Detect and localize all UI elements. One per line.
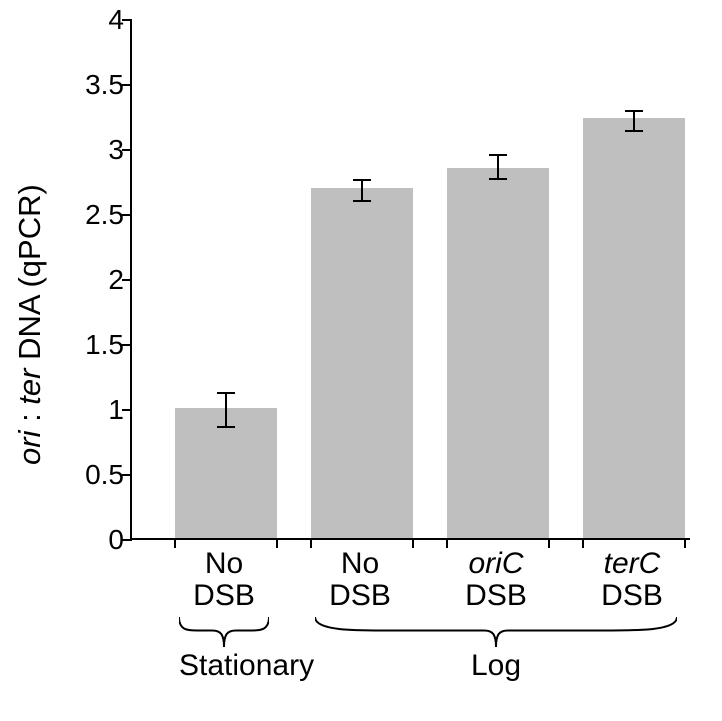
y-tick-label: 2 [70,264,124,296]
y-tick-label: 0.5 [70,459,124,491]
y-axis-label-part-ori: ori [12,431,47,465]
bar [447,168,549,539]
error-bar [497,155,499,178]
y-tick-label: 4 [70,4,124,36]
y-axis-label: ori : ter DNA (qPCR) [12,184,48,465]
x-tick [310,538,312,548]
y-axis-label-part-ter: ter [12,369,47,405]
x-category-label: oriCDSB [436,548,556,611]
x-category-label: NoDSB [164,548,284,611]
y-tick-label: 0 [70,524,124,556]
x-tick [582,538,584,548]
error-cap [353,179,371,181]
bar [583,118,685,538]
x-tick [174,538,176,548]
error-cap [625,130,643,132]
y-tick-label: 3.5 [70,69,124,101]
group-label: Log [315,649,677,683]
error-bar [225,393,227,427]
y-tick-label: 3 [70,134,124,166]
x-tick [446,538,448,548]
y-tick-label: 1.5 [70,329,124,361]
x-tick [276,538,278,548]
x-category-label: NoDSB [300,548,420,611]
error-cap [353,200,371,202]
y-tick-label: 1 [70,394,124,426]
x-category-label: terCDSB [572,548,692,611]
error-cap [489,154,507,156]
error-cap [217,426,235,428]
group-label: Stationary [179,649,269,683]
x-tick [412,538,414,548]
bar [311,188,413,538]
error-cap [625,110,643,112]
y-tick-label: 2.5 [70,199,124,231]
group-brace [179,617,269,647]
error-cap [489,178,507,180]
group-brace [315,617,677,647]
y-axis-label-part-colon: : [12,405,47,431]
x-tick [684,538,686,548]
y-axis-label-part-rest: DNA (qPCR) [12,184,47,368]
plot-area: 00.511.522.533.54 [130,20,690,540]
error-cap [217,392,235,394]
error-bar [633,111,635,131]
error-bar [361,180,363,201]
chart-container: ori : ter DNA (qPCR) 00.511.522.533.54 N… [0,0,722,721]
x-tick [548,538,550,548]
